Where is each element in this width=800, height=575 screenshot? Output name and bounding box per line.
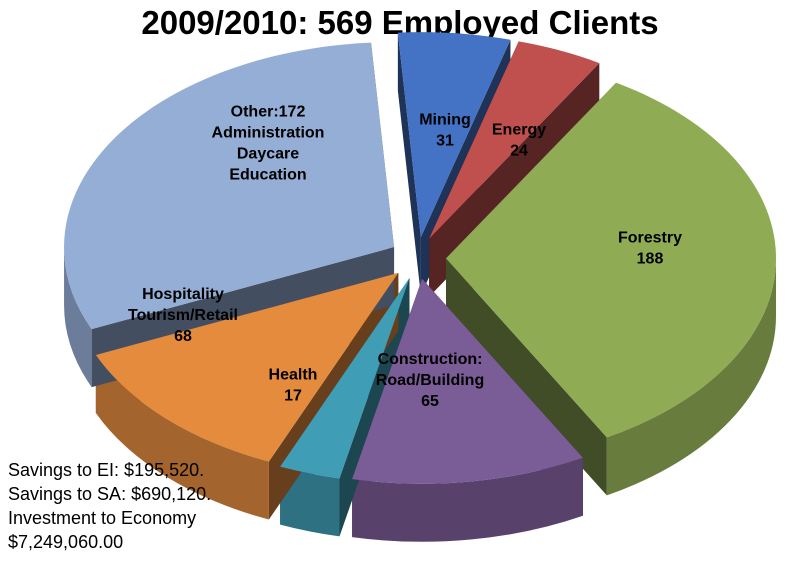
slice-energy [429,41,600,239]
slice-label-construction: Construction: Road/Building 65 [376,351,484,410]
slice-labels: Mining 31 Energy 24 Forestry 188 Construction:… [128,104,682,411]
slice-label-other: Other:172 Administration Daycare Education [212,104,325,184]
slice-hospitality [95,272,399,462]
slice-label-mining: Mining 31 [419,112,471,150]
slice-tops [64,32,776,484]
slice-label-forestry: Forestry 188 [618,230,682,268]
slice-label-energy: Energy 24 [492,122,546,160]
slice-other [64,42,395,330]
investment-label: Investment to Economy [8,508,197,528]
slice-health [280,278,410,479]
slice-mining [397,32,511,238]
slice-label-health: Health 17 [269,367,318,405]
investment-value: $7,249,060.00 [8,532,124,552]
savings-sa-text: Savings to SA: $690,120. [8,484,212,504]
slice-label-hospitality: Hospitality Tourism/Retail 68 [128,286,238,345]
savings-ei-text: Savings to EI: $195,520. [8,460,205,480]
savings-notes: Savings to EI: $195,520. Savings to SA: … [8,458,211,554]
slice-construction [352,278,583,484]
slice-forestry [445,82,776,438]
